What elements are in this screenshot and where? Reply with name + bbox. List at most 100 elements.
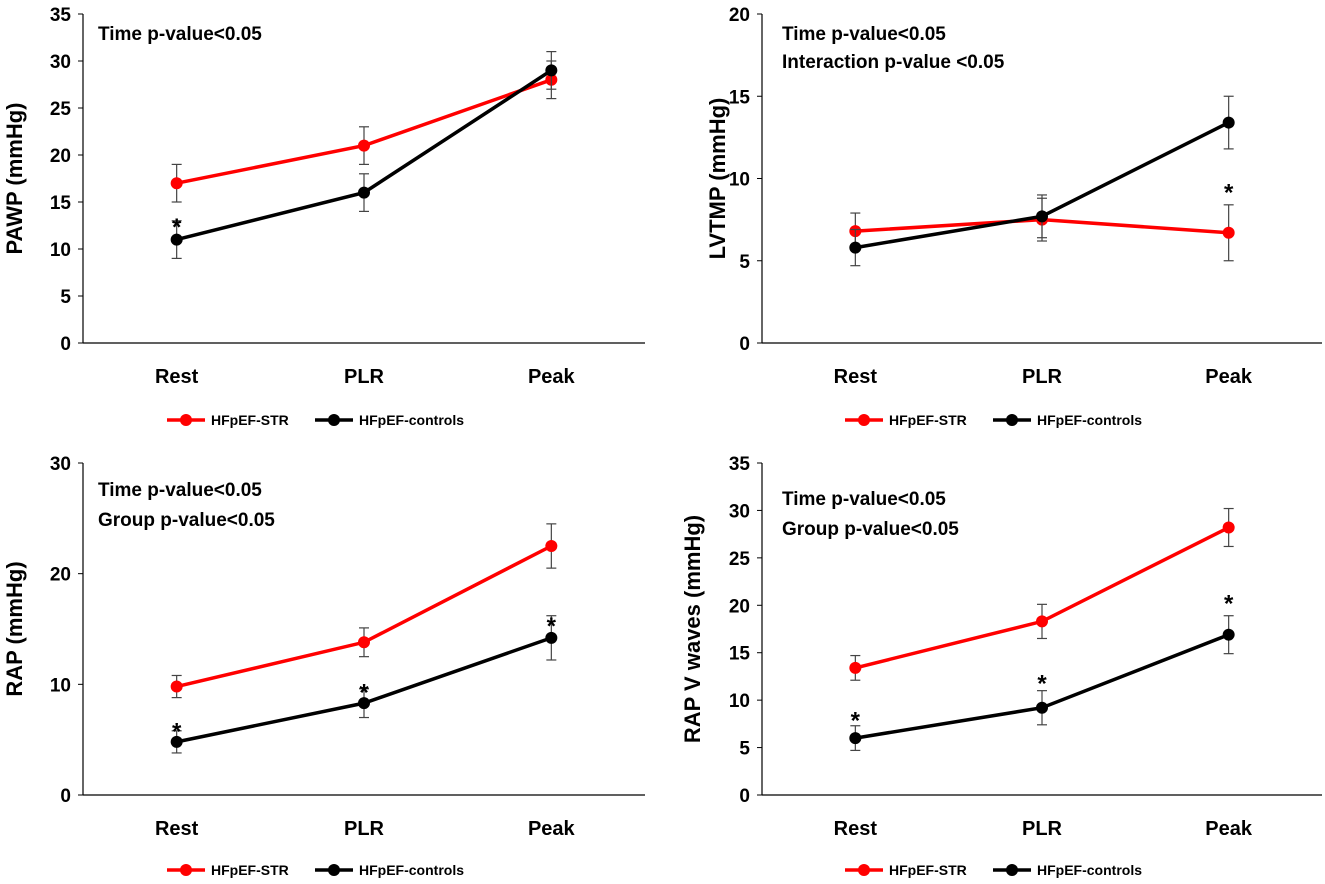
significance-star: * [1224,180,1234,207]
x-tick-label: PLR [1022,366,1063,388]
legend-marker [1006,414,1018,426]
x-tick-label: Peak [1205,366,1253,388]
series-HFpEF-controls [849,95,1235,267]
y-tick-label: 15 [729,644,751,665]
legend-label: HFpEF-STR [889,412,967,428]
significance-star: * [547,613,557,640]
legend-item: HFpEF-STR [167,862,289,878]
legend-item: HFpEF-controls [315,862,464,878]
x-tick-label: PLR [344,366,385,388]
y-tick-label: 35 [729,454,751,475]
y-tick-label: 10 [729,691,750,712]
legend-marker [180,864,192,876]
x-tick-label: Peak [528,366,576,388]
series-line [176,544,553,689]
x-tick-label: Rest [155,366,199,388]
series-HFpEF-controls [170,615,558,754]
chart-pawp: 0 5 10 15 20 25 30 35 Rest PLR Peak PAWP (mmHg) Time… [2,5,645,428]
legend-item: HFpEF-controls [315,412,464,428]
series-line [854,525,1230,670]
data-point [358,636,370,649]
x-tick-label: PLR [344,818,385,840]
series-HFpEF-controls [170,50,558,259]
y-tick-label: 30 [729,501,750,522]
data-point [170,680,183,693]
significance-star: * [172,214,182,241]
y-tick-label: 5 [739,739,750,760]
data-point [170,735,183,748]
stat-annotation: Group p-value<0.05 [98,510,275,531]
y-tick-label: 20 [729,596,750,617]
y-axis-label: PAWP (mmHg) [2,103,27,255]
y-tick-label: 10 [50,240,71,261]
x-tick-label: Peak [528,818,576,840]
y-tick-label: 0 [60,334,71,355]
legend-item: HFpEF-STR [167,412,289,428]
data-point [1222,521,1235,534]
x-tick-label: Rest [155,818,199,840]
chart-rap: 0 10 20 30 Rest PLR Peak RAP (mmHg) Time p-value… [2,454,645,878]
stat-annotation: Interaction p-value <0.05 [782,52,1005,73]
stat-annotation: Time p-value<0.05 [98,480,262,501]
data-point [170,233,183,246]
x-tick-label: Peak [1205,818,1253,840]
data-point [1036,701,1048,714]
y-tick-label: 10 [729,170,750,191]
y-tick-label: 15 [50,193,72,214]
legend-label: HFpEF-controls [359,862,464,878]
y-tick-label: 20 [50,146,71,167]
y-axis-label: RAP V waves (mmHg) [680,515,705,743]
series-HFpEF-STR [170,523,558,699]
data-point [849,732,862,745]
y-tick-label: 20 [729,5,750,26]
legend-marker [328,414,340,426]
x-tick-label: PLR [1022,818,1063,840]
legend-marker [180,414,192,426]
y-axis-label: RAP (mmHg) [2,561,27,696]
series-HFpEF-STR [849,507,1235,681]
data-point [545,540,558,552]
data-point [170,177,183,190]
data-point [1222,226,1235,239]
data-point [1036,615,1048,628]
legend-marker [858,864,870,876]
y-tick-label: 0 [739,334,750,355]
data-point [1222,628,1235,641]
data-point [849,241,862,254]
data-point [1036,210,1048,223]
legend-marker [858,414,870,426]
y-tick-label: 30 [50,52,71,73]
legend-label: HFpEF-STR [211,412,289,428]
significance-star: * [851,707,861,734]
x-tick-label: Rest [834,366,878,388]
y-tick-label: 25 [50,99,72,120]
data-point [1222,116,1235,129]
data-point [358,186,370,199]
y-tick-label: 15 [729,87,751,108]
chart-lvtmp: 0 5 10 15 20 Rest PLR Peak LVTMP (mmHg) Time p-va… [705,5,1322,428]
y-tick-label: 10 [50,675,71,696]
x-tick-label: Rest [834,818,878,840]
legend-marker [1006,864,1018,876]
y-tick-label: 5 [60,287,71,308]
y-tick-label: 35 [50,5,72,26]
stat-annotation: Time p-value<0.05 [782,489,946,510]
stat-annotation: Group p-value<0.05 [782,519,959,540]
y-tick-label: 0 [60,786,71,807]
significance-star: * [1037,670,1047,697]
data-point [358,139,370,152]
data-point [545,64,558,77]
legend-label: HFpEF-STR [211,862,289,878]
y-axis-label: LVTMP (mmHg) [705,98,730,260]
legend-item: HFpEF-controls [993,412,1142,428]
legend-label: HFpEF-controls [1037,412,1142,428]
stat-annotation: Time p-value<0.05 [782,24,946,45]
legend-item: HFpEF-controls [993,862,1142,878]
data-point [849,661,862,674]
stat-annotation: Time p-value<0.05 [98,24,262,45]
significance-star: * [359,680,369,707]
data-point [358,697,370,710]
legend-item: HFpEF-STR [845,412,967,428]
